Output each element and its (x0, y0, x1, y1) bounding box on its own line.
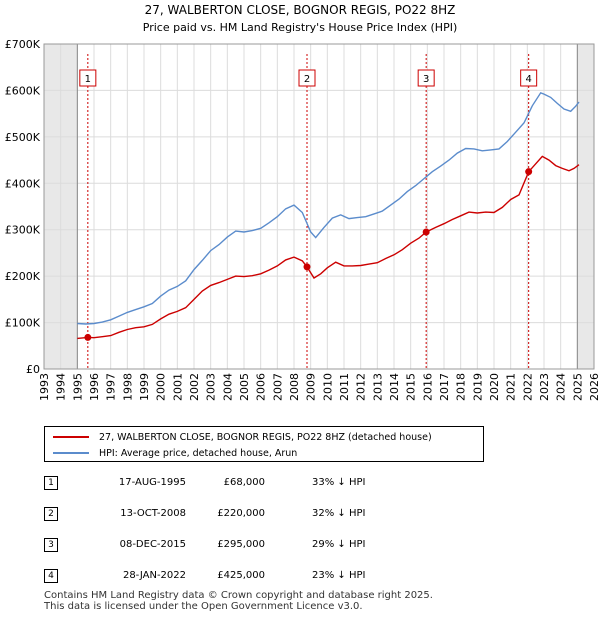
y-tick-label: £0 (26, 363, 40, 376)
footer-line-copyright: Contains HM Land Registry data © Crown c… (44, 590, 433, 601)
legend-item-hpi: HPI: Average price, detached house, Arun (53, 445, 297, 461)
x-tick-label: 2000 (155, 373, 168, 401)
x-tick-label: 1993 (38, 373, 51, 401)
legend-label-property: 27, WALBERTON CLOSE, BOGNOR REGIS, PO22 … (99, 431, 432, 443)
sale-point-2 (303, 263, 311, 271)
plot-area: £0 £100K £200K £300K £400K £500K £600K £700K 199… (5, 38, 600, 401)
marker-2-box (298, 69, 316, 87)
marker-4-box (520, 69, 538, 87)
x-tick-label: 2020 (488, 373, 501, 401)
x-tick-label: 2019 (471, 373, 484, 401)
marker-1-label: 1 (85, 74, 91, 85)
x-tick-label: 1994 (55, 373, 68, 401)
x-tick-label: 1998 (121, 373, 134, 401)
x-tick-label: 2002 (188, 373, 201, 401)
transaction-price: £220,000 (217, 508, 265, 519)
x-tick-label: 2014 (388, 373, 401, 401)
transaction-row: 1 17-AUG-1995 £68,000 33% ↓ HPI (0, 474, 600, 494)
x-tick-label: 2008 (288, 373, 301, 401)
footer-attribution: Contains HM Land Registry data © Crown c… (44, 590, 433, 612)
y-tick-label: £300K (5, 224, 41, 237)
x-tick-label: 2022 (521, 373, 534, 401)
x-tick-label: 2025 (571, 373, 584, 401)
x-tick-label: 2012 (355, 373, 368, 401)
x-tick-label: 2005 (238, 373, 251, 401)
x-tick-label: 2018 (455, 373, 468, 401)
y-tick-label: £500K (5, 131, 41, 144)
x-tick-label: 2013 (371, 373, 384, 401)
x-tick-label: 2026 (588, 373, 600, 401)
transaction-number: 2 (44, 507, 58, 521)
transaction-number: 3 (44, 538, 58, 552)
transaction-price: £68,000 (223, 477, 265, 488)
x-tick-label: 1999 (138, 373, 151, 401)
x-tick-label: 2010 (321, 373, 334, 401)
footer-line-licence: This data is licensed under the Open Gov… (44, 601, 363, 612)
sale-point-3 (422, 228, 430, 236)
transaction-row: 4 28-JAN-2022 £425,000 23% ↓ HPI (0, 567, 600, 587)
transaction-hpi-diff: 23% ↓ HPI (312, 570, 366, 581)
transaction-date: 17-AUG-1995 (118, 477, 186, 488)
transaction-hpi-diff: 29% ↓ HPI (312, 539, 366, 550)
marker-4-label: 4 (525, 74, 531, 85)
x-tick-label: 2007 (271, 373, 284, 401)
price-chart: 27, WALBERTON CLOSE, BOGNOR REGIS, PO22 … (5, 3, 600, 401)
transaction-date: 08-DEC-2015 (119, 539, 186, 550)
transaction-date: 13-OCT-2008 (120, 508, 186, 519)
legend-swatch-property (53, 436, 89, 438)
transaction-price: £295,000 (217, 539, 265, 550)
x-tick-label: 2023 (538, 373, 551, 401)
x-tick-label: 2003 (205, 373, 218, 401)
x-tick-label: 2004 (221, 373, 234, 401)
marker-2-label: 2 (304, 74, 310, 85)
x-tick-label: 2024 (555, 373, 568, 401)
transaction-row: 2 13-OCT-2008 £220,000 32% ↓ HPI (0, 505, 600, 525)
transaction-number: 4 (44, 569, 58, 583)
property-price-line (77, 155, 580, 340)
hpi-line (77, 91, 580, 325)
y-tick-label: £100K (5, 317, 41, 330)
x-tick-label: 2015 (405, 373, 418, 401)
marker-3-box (417, 69, 435, 87)
legend-label-hpi: HPI: Average price, detached house, Arun (99, 447, 298, 459)
y-tick-label: £700K (5, 38, 41, 51)
marker-1-box (79, 69, 97, 87)
x-tick-label: 1997 (105, 373, 118, 401)
transaction-date: 28-JAN-2022 (122, 570, 186, 581)
y-tick-label: £400K (5, 177, 41, 190)
x-tick-label: 2009 (305, 373, 318, 401)
sale-point-1 (84, 333, 92, 341)
legend-swatch-hpi (53, 452, 89, 454)
x-tick-label: 2016 (421, 373, 434, 401)
marker-3-label: 3 (423, 74, 429, 85)
legend: 27, WALBERTON CLOSE, BOGNOR REGIS, PO22 … (44, 426, 484, 462)
y-tick-label: £200K (5, 270, 41, 283)
no-data-region-right (577, 44, 594, 369)
transaction-number: 1 (44, 476, 58, 490)
transaction-price: £425,000 (217, 570, 265, 581)
transaction-hpi-diff: 32% ↓ HPI (312, 508, 366, 519)
transaction-hpi-diff: 33% ↓ HPI (312, 477, 366, 488)
transaction-row: 3 08-DEC-2015 £295,000 29% ↓ HPI (0, 536, 600, 556)
x-tick-label: 2017 (438, 373, 451, 401)
x-tick-label: 2001 (171, 373, 184, 401)
y-tick-label: £600K (5, 84, 41, 97)
chart-subtitle: Price paid vs. HM Land Registry's House … (143, 21, 458, 34)
x-tick-label: 2021 (505, 373, 518, 401)
x-tick-label: 1996 (88, 373, 101, 401)
x-tick-label: 1995 (71, 373, 84, 401)
x-tick-label: 2006 (255, 373, 268, 401)
chart-title: 27, WALBERTON CLOSE, BOGNOR REGIS, PO22 … (145, 3, 456, 17)
legend-item-property: 27, WALBERTON CLOSE, BOGNOR REGIS, PO22 … (53, 429, 432, 445)
plot-frame (43, 43, 595, 370)
x-tick-label: 2011 (338, 373, 351, 401)
sale-point-4 (525, 168, 533, 176)
